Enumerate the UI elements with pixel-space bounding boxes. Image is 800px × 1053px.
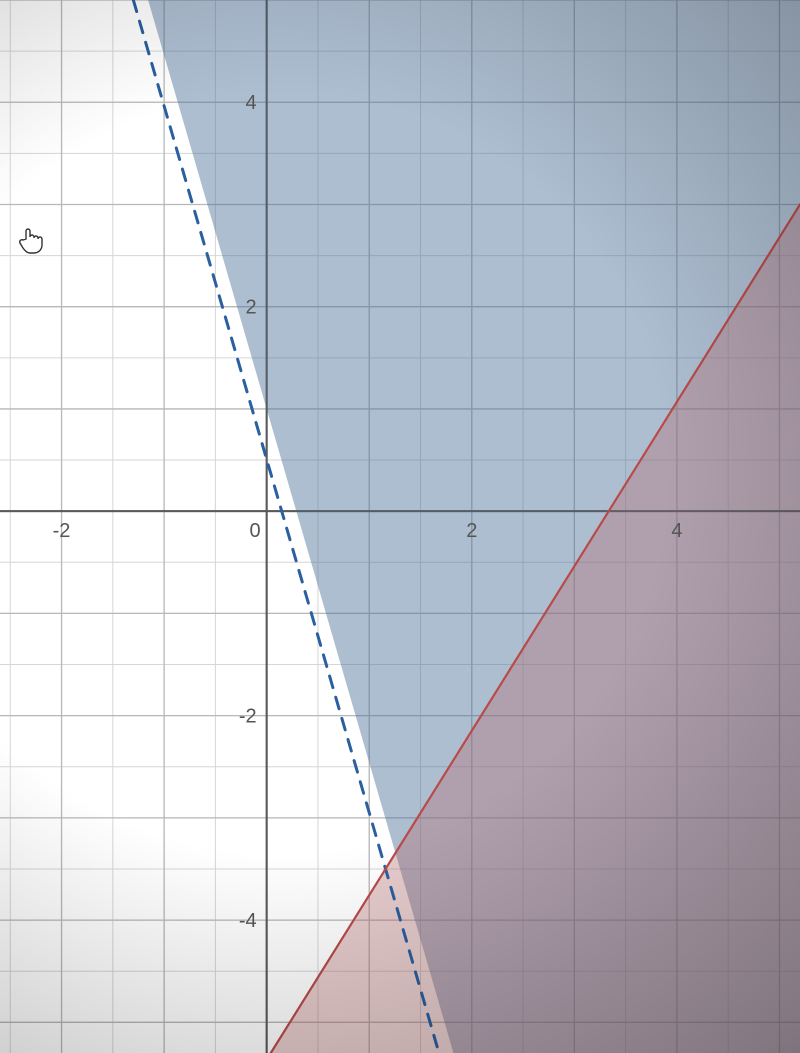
x-tick-label: 0 <box>250 520 261 542</box>
graph-area[interactable]: -2 0 2 4 -4 -2 2 4 <box>0 0 800 1053</box>
x-tick-label: -2 <box>53 520 71 542</box>
y-tick-label: 2 <box>246 297 257 319</box>
coordinate-plane[interactable]: -2 0 2 4 -4 -2 2 4 <box>0 0 800 1053</box>
y-tick-label: -4 <box>239 910 257 932</box>
y-tick-label: -2 <box>239 706 257 728</box>
x-tick-label: 4 <box>671 520 682 542</box>
x-tick-label: 2 <box>466 520 477 542</box>
y-tick-label: 4 <box>246 92 257 114</box>
